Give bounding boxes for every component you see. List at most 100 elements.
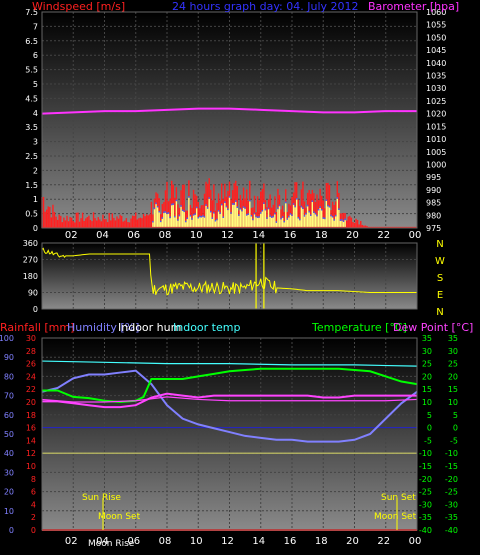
dir-y-tick: 90 <box>28 289 38 298</box>
wind-y-tick: 2 <box>33 166 38 175</box>
baro-y-tick: 1025 <box>426 97 446 106</box>
rain-y-tick: 18 <box>26 411 36 420</box>
temp-y-tick: 15 <box>422 385 432 394</box>
top-x-tick: 20 <box>346 230 359 241</box>
dew-y-tick: 15 <box>448 385 458 394</box>
rain-y-tick: 10 <box>26 462 36 471</box>
dew-point-series-line <box>41 396 418 403</box>
baro-y-tick: 1005 <box>426 148 446 157</box>
dew-y-tick: -20 <box>445 475 458 484</box>
baro-y-tick: 1060 <box>426 8 446 17</box>
rain-y-tick: 0 <box>31 526 36 535</box>
indoor-temp-label: Indoor temp <box>173 321 240 334</box>
temp-y-tick: -10 <box>419 449 432 458</box>
dew-y-tick: -40 <box>445 526 458 535</box>
climate-panel-frame <box>41 337 418 531</box>
wind-y-tick: 5 <box>33 80 38 89</box>
bottom-x-tick: 20 <box>346 536 359 547</box>
rain-y-tick: 30 <box>26 334 36 343</box>
humidity-y-tick: 0 <box>9 526 14 535</box>
bottom-x-tick: 00 <box>409 536 422 547</box>
wind-y-tick: 3.5 <box>25 123 38 132</box>
top-x-tick: 12 <box>221 230 234 241</box>
temp-y-tick: 30 <box>422 347 432 356</box>
temp-y-tick: 0 <box>427 424 432 433</box>
barometer-label: Barometer [hpa] <box>368 0 459 13</box>
direction-panel-frame <box>41 242 418 310</box>
wind-y-tick: 3 <box>33 138 38 147</box>
baro-y-tick: 1000 <box>426 160 446 169</box>
temp-y-tick: 25 <box>422 360 432 369</box>
dew-y-tick: -15 <box>445 462 458 471</box>
humidity-y-tick: 50 <box>4 430 14 439</box>
baro-y-tick: 980 <box>426 211 441 220</box>
top-x-tick: 10 <box>190 230 203 241</box>
compass-label: S <box>437 273 443 284</box>
wind-y-tick: 1.5 <box>25 181 38 190</box>
dew-y-tick: 10 <box>448 398 458 407</box>
humidity-y-tick: 100 <box>0 334 14 343</box>
temperature-series-line <box>42 367 418 404</box>
wind-y-tick: 5.5 <box>25 66 38 75</box>
baro-y-tick: 1050 <box>426 33 446 42</box>
rain-y-tick: 14 <box>26 436 36 445</box>
humidity-y-tick: 40 <box>4 449 14 458</box>
top-x-tick: 08 <box>159 230 172 241</box>
humidity-y-tick: 60 <box>4 411 14 420</box>
dew-y-tick: 35 <box>448 334 458 343</box>
dir-y-tick: 270 <box>23 256 38 265</box>
temperature-label: Temperature [°C] <box>311 321 407 334</box>
compass-label: E <box>437 290 443 301</box>
compass-label: W <box>435 256 445 267</box>
rain-y-tick: 4 <box>31 500 36 509</box>
top-x-tick: 00 <box>409 230 422 241</box>
windspeed-label: Windspeed [m/s] <box>32 0 125 13</box>
sun-set-label: Sun Set <box>381 493 416 503</box>
bottom-x-tick: 02 <box>65 536 78 547</box>
baro-y-tick: 975 <box>426 224 441 233</box>
temp-y-tick: -35 <box>419 513 432 522</box>
wind-y-tick: 6 <box>33 51 38 60</box>
temp-y-tick: -20 <box>419 475 432 484</box>
dew-y-tick: 20 <box>448 372 458 381</box>
bottom-x-tick: 06 <box>127 536 140 547</box>
dew-point-label: Dew Point [°C] <box>393 321 473 334</box>
humidity-series-line <box>41 369 418 443</box>
bottom-x-tick: 16 <box>284 536 297 547</box>
rain-y-tick: 16 <box>26 424 36 433</box>
wind-y-tick: 1 <box>33 195 38 204</box>
top-x-tick: 06 <box>127 230 140 241</box>
temp-y-tick: -40 <box>419 526 432 535</box>
bottom-x-tick: 14 <box>252 536 265 547</box>
top-x-tick: 18 <box>315 230 328 241</box>
wind-direction-series-line <box>41 247 417 296</box>
baro-y-tick: 985 <box>426 199 441 208</box>
dew-y-tick: -25 <box>445 488 458 497</box>
rain-y-tick: 12 <box>26 449 36 458</box>
humidity-y-tick: 20 <box>4 488 14 497</box>
baro-y-tick: 1010 <box>426 135 446 144</box>
baro-y-tick: 1055 <box>426 21 446 30</box>
moon-set-label: Moon Set <box>98 512 141 522</box>
indoor-hum-series-line <box>42 392 417 409</box>
temp-y-tick: -5 <box>424 436 432 445</box>
temp-y-tick: -25 <box>419 488 432 497</box>
bottom-x-tick: 12 <box>221 536 234 547</box>
temp-y-tick: -30 <box>419 500 432 509</box>
temp-y-tick: 5 <box>427 411 432 420</box>
humidity-label: Humidity [%] <box>67 321 139 334</box>
wind-y-tick: 7 <box>33 22 38 31</box>
wind-panel-frame <box>41 11 418 229</box>
dew-y-tick: 25 <box>448 360 458 369</box>
rain-y-tick: 22 <box>26 385 36 394</box>
temp-y-tick: 35 <box>422 334 432 343</box>
rain-y-tick: 8 <box>31 475 36 484</box>
top-x-tick: 14 <box>252 230 265 241</box>
top-x-tick: 02 <box>65 230 78 241</box>
rain-y-tick: 24 <box>26 372 36 381</box>
wind-y-tick: 0.5 <box>25 210 38 219</box>
baro-y-tick: 1015 <box>426 122 446 131</box>
dew-y-tick: 5 <box>453 411 458 420</box>
compass-label: N <box>436 307 443 318</box>
